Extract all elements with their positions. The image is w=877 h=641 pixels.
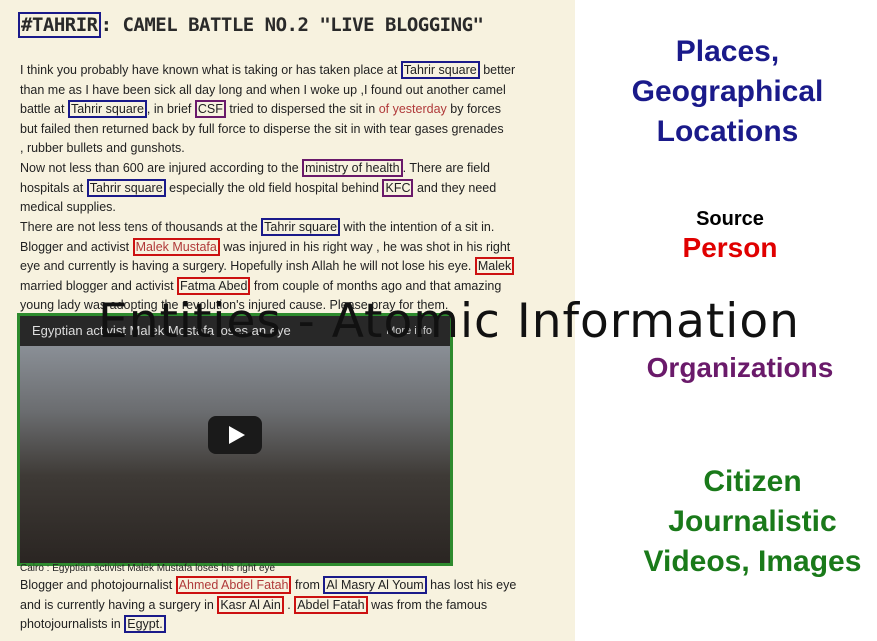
blog-post: #TAHRIR: CAMEL BATTLE NO.2 "LIVE BLOGGIN… [0, 0, 575, 641]
text: with the intention of a sit in. [340, 220, 495, 234]
text: has lost his eye [426, 578, 517, 592]
person-entity: Malek [474, 257, 515, 275]
place-entity: Tahrir square [86, 178, 166, 197]
text: . [283, 597, 295, 612]
paragraph-4: Blogger and photojournalist Ahmed Abdel … [20, 576, 565, 635]
text: and they need [413, 180, 497, 195]
organization-entity: KFC [382, 178, 414, 197]
person-entity[interactable]: Ahmed Abdel Fatah [175, 576, 292, 594]
video-caption: Cairo : Egyptian activist Malek Mustafa … [20, 563, 276, 574]
legend-citizen-media: Citizen Journalistic Videos, Images [643, 465, 862, 578]
video-frame [20, 346, 450, 563]
text: eye and currently is having a surgery. H… [20, 259, 475, 273]
text: , in brief [146, 102, 195, 116]
paragraph-3: There are not less tens of thousands at … [20, 218, 565, 316]
organization-entity: Al Masry Al Youm [323, 576, 427, 594]
paragraph-1: I think you probably have known what is … [20, 61, 565, 159]
text: Blogger and photojournalist [20, 578, 176, 592]
paragraph-2: Now not less than 600 are injured accord… [20, 159, 565, 218]
legend-person: Person [682, 232, 778, 263]
place-entity: Tahrir square [261, 218, 341, 236]
video-player[interactable]: Egyptian activist Malek Mostafa loses an… [17, 313, 453, 566]
text: medical supplies. [20, 200, 116, 214]
legend-source: Source [696, 208, 764, 230]
text: There are not less tens of thousands at … [20, 220, 262, 234]
text: especially the old field hospital behind [165, 180, 383, 195]
video-title-bar: Egyptian activist Malek Mostafa loses an… [20, 316, 450, 346]
yesterday-link[interactable]: of yesterday [378, 102, 447, 116]
text: was injured in his right way , he was sh… [219, 239, 511, 254]
person-entity: Fatma Abed [177, 276, 251, 295]
place-entity: Egypt. [124, 615, 166, 633]
text: from couple of months ago and that amazi… [250, 278, 502, 293]
person-entity[interactable]: Malek Mustafa [132, 237, 220, 256]
organization-entity: CSF [194, 100, 226, 118]
text: from [291, 578, 324, 592]
text: and is currently having a surgery in [20, 597, 218, 612]
text: young lady was adopting the revolution's… [20, 298, 449, 312]
place-entity: Kasr Al Ain [217, 595, 284, 614]
text: Now not less than 600 are injured accord… [20, 161, 303, 175]
text: but failed then returned back by full fo… [20, 121, 504, 136]
video-title[interactable]: Egyptian activist Malek Mostafa loses an… [32, 323, 291, 338]
text: was from the famous [367, 597, 488, 612]
organization-entity: ministry of health [302, 159, 403, 177]
text: . There are field [402, 161, 490, 175]
place-entity: Tahrir square [400, 61, 480, 79]
text: Blogger and activist [20, 239, 133, 254]
hashtag-entity: #TAHRIR [18, 12, 101, 38]
title-text: : CAMEL BATTLE NO.2 "LIVE BLOGGING" [100, 14, 484, 36]
text: than me as I have been sick all day long… [20, 82, 506, 97]
text: married blogger and activist [20, 278, 178, 293]
person-entity: Abdel Fatah [294, 595, 368, 614]
play-button-icon[interactable] [208, 416, 262, 454]
text: battle at [20, 102, 68, 116]
more-info-link[interactable]: More info [386, 325, 432, 337]
text: hospitals at [20, 180, 87, 195]
place-entity: Tahrir square [67, 100, 147, 118]
text: better [479, 63, 516, 77]
text: tried to dispersed the sit in [225, 102, 379, 116]
text: I think you probably have known what is … [20, 63, 401, 77]
text: photojournalists in [20, 617, 125, 631]
legend-organizations: Organizations [646, 352, 834, 383]
slide-title: Entities - Atomic Information [98, 294, 800, 349]
text: by forces [446, 102, 501, 116]
post-title: #TAHRIR: CAMEL BATTLE NO.2 "LIVE BLOGGIN… [18, 12, 484, 38]
text: , rubber bullets and gunshots. [20, 141, 185, 155]
legend-places: Places, Geographical Locations [631, 35, 824, 148]
